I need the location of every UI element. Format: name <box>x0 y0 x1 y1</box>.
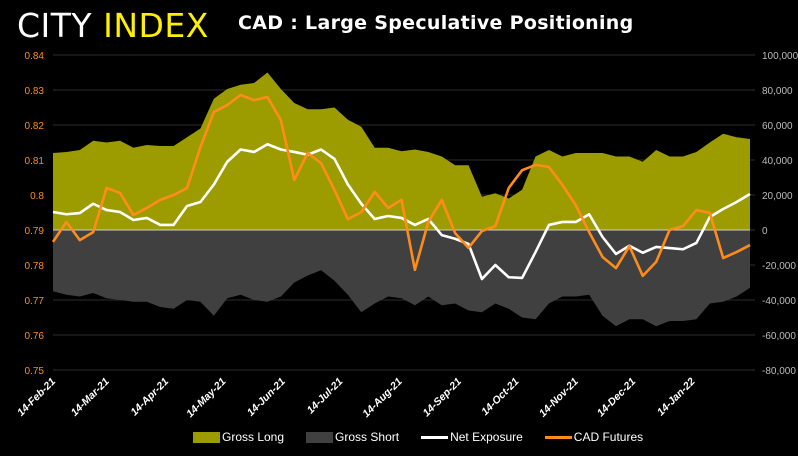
x-axis-tick-label: 14-Nov-21 <box>537 376 581 420</box>
left-axis-tick-label: 0.79 <box>25 226 45 237</box>
left-axis-tick-label: 0.81 <box>25 156 45 167</box>
left-axis-tick-label: 0.8 <box>30 191 44 202</box>
x-axis-tick-label: 14-Aug-21 <box>360 376 404 420</box>
x-axis-tick-label: 14-Feb-21 <box>15 376 58 419</box>
legend-label: Gross Short <box>335 430 400 444</box>
right-axis-tick-label: -40,000 <box>762 296 796 307</box>
x-axis-tick-label: 14-Jul-21 <box>305 376 346 417</box>
left-axis-tick-label: 0.82 <box>25 121 45 132</box>
right-axis-tick-label: -80,000 <box>762 366 796 377</box>
right-axis-tick-label: 40,000 <box>762 156 793 167</box>
right-axis-tick-label: 20,000 <box>762 191 793 202</box>
right-axis-tick-label: 60,000 <box>762 121 793 132</box>
left-axis-tick-label: 0.77 <box>25 296 45 307</box>
logo-part2: INDEX <box>103 6 209 45</box>
right-axis-tick-label: 0 <box>762 226 768 237</box>
legend-label: CAD Futures <box>573 430 644 444</box>
city-index-logo: CITY INDEX <box>17 6 209 45</box>
cad-futures-line <box>51 93 751 278</box>
legend-net-exposure: Net Exposure <box>421 430 523 444</box>
legend-label: Net Exposure <box>450 430 523 444</box>
legend-swatch <box>193 431 220 443</box>
x-axis-tick-label: 14-Sep-21 <box>421 376 465 420</box>
x-axis-tick-label: 14-Apr-21 <box>128 376 171 419</box>
x-axis-tick-label: 14-Mar-21 <box>69 376 112 419</box>
gross-long-area <box>53 72 750 230</box>
legend-cad-futures: CAD Futures <box>544 430 644 444</box>
legend-swatch <box>421 435 449 439</box>
legend-swatch <box>306 431 334 443</box>
left-axis-tick-label: 0.78 <box>25 261 45 272</box>
net-exposure-line <box>52 142 751 281</box>
legend-gross-long: Gross Long <box>193 430 284 444</box>
left-axis-tick-label: 0.84 <box>25 51 45 62</box>
chart-title: CAD : Large Speculative Positioning <box>238 12 634 34</box>
x-axis-tick-label: 14-Jan-22 <box>655 376 698 419</box>
legend-swatch <box>544 435 572 439</box>
x-axis-tick-label: 14-Dec-21 <box>595 376 639 420</box>
right-axis-tick-label: 100,000 <box>762 51 798 62</box>
right-axis-tick-label: -20,000 <box>762 261 796 272</box>
legend-label: Gross Long <box>222 430 285 444</box>
right-axis-tick-label: -60,000 <box>762 331 796 342</box>
left-axis-tick-label: 0.75 <box>25 366 45 377</box>
gross-short-area <box>53 230 750 327</box>
left-axis-tick-label: 0.76 <box>25 331 45 342</box>
right-axis-tick-label: 80,000 <box>762 86 793 97</box>
legend-gross-short: Gross Short <box>306 430 399 444</box>
legend: Gross Long Gross Short Net Exposure CAD … <box>193 430 665 444</box>
x-axis-tick-label: 14-Jun-21 <box>245 376 288 419</box>
left-axis-tick-label: 0.83 <box>25 86 45 97</box>
x-axis-tick-label: 14-Oct-21 <box>479 376 521 418</box>
x-axis-tick-label: 14-May-21 <box>184 376 229 421</box>
logo-part1: CITY <box>17 6 93 45</box>
